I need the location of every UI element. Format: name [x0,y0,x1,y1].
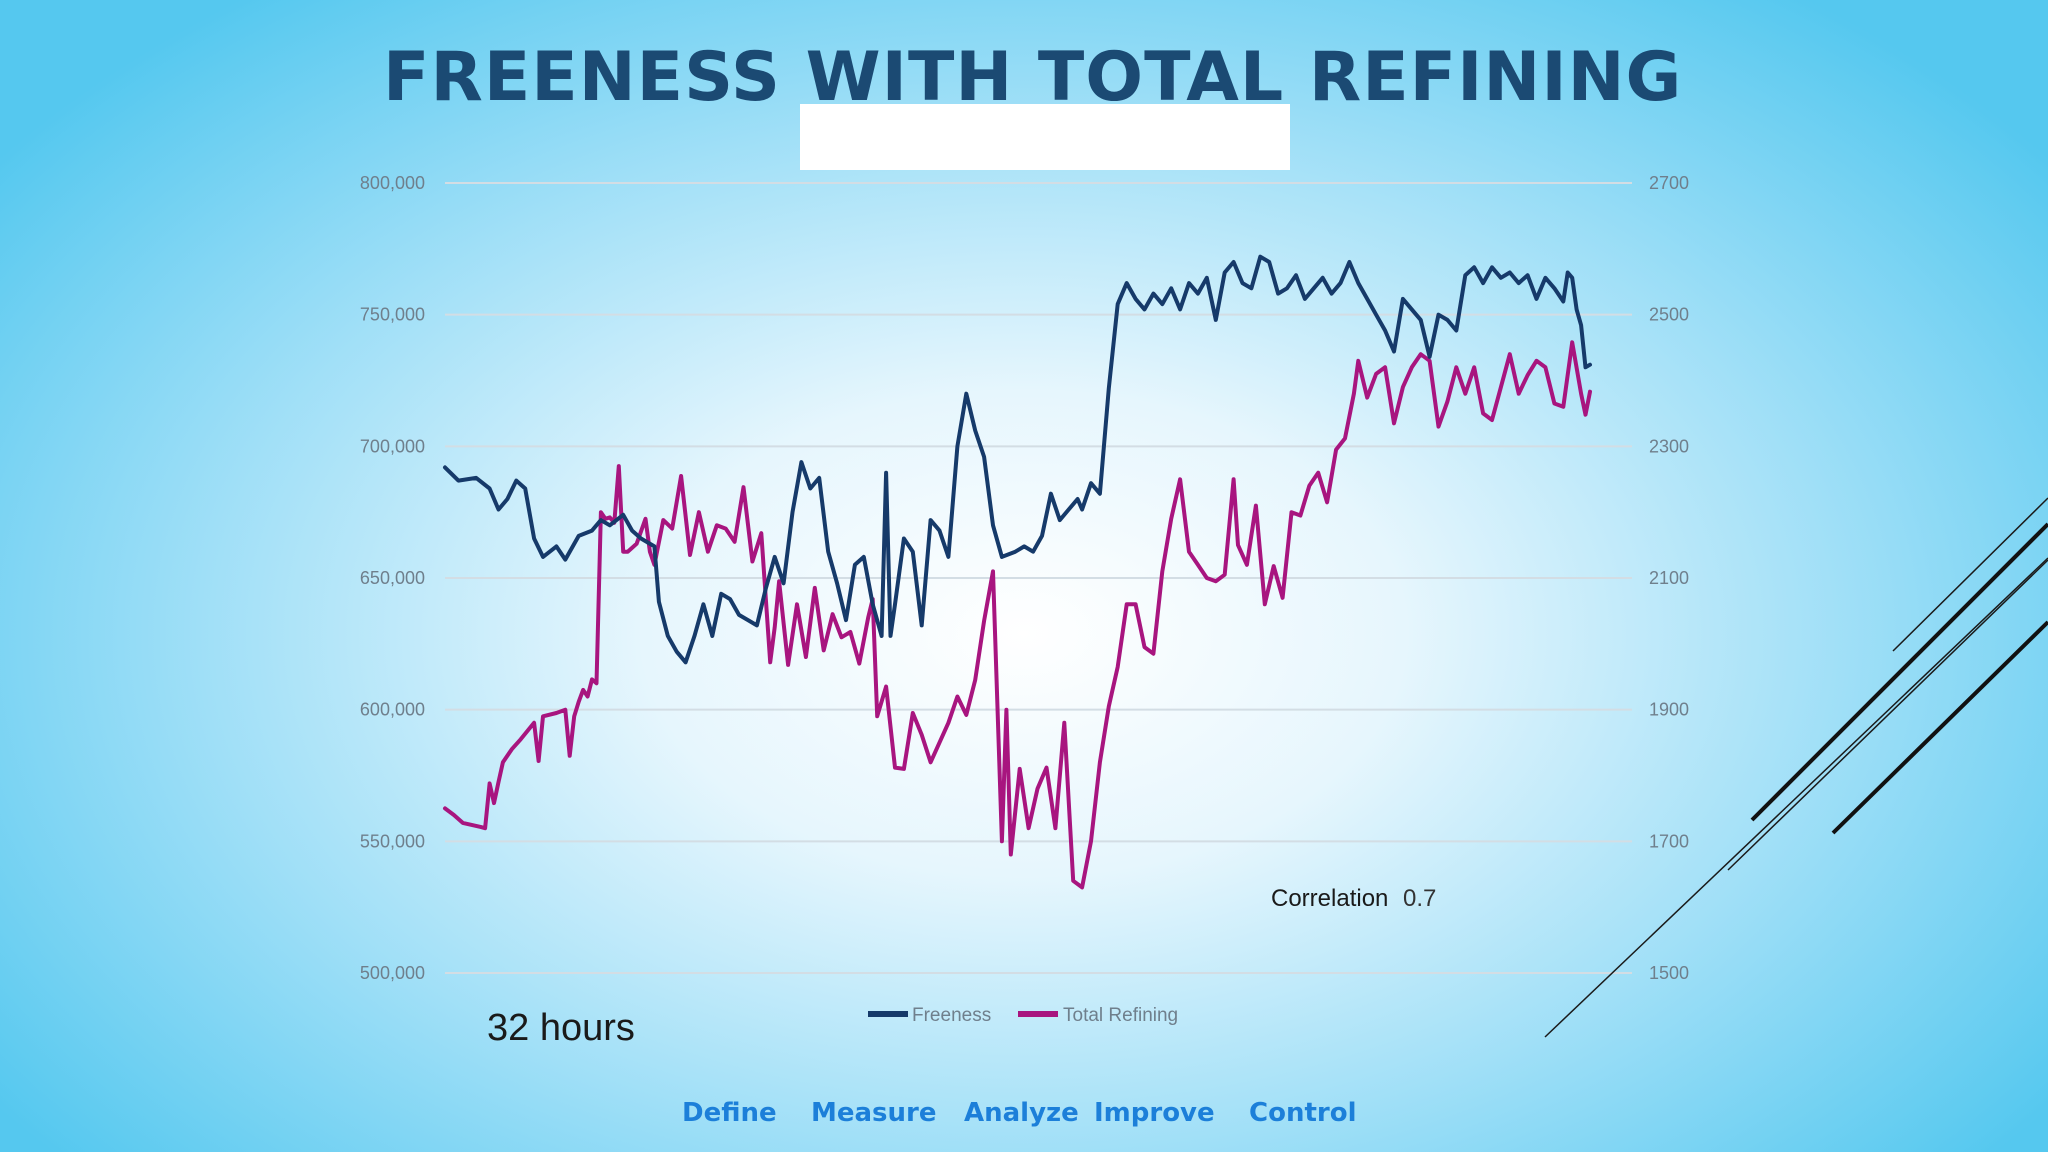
slide-title: FREENESS WITH TOTAL REFINING [383,38,1683,117]
series-line-freeness [443,254,1592,665]
nav-measure[interactable]: Measure [811,1098,937,1128]
legend-label-freeness: Freeness [912,1005,991,1026]
right-tick-label: 2700 [1649,173,1689,193]
right-tick-label: 2300 [1649,436,1689,456]
correlation-label: Correlation [1271,885,1388,912]
nav-define[interactable]: Define [682,1098,777,1128]
left-tick-label: 750,000 [360,305,425,325]
correlation-value: 0.7 [1403,885,1436,912]
right-tick-label: 1900 [1649,700,1689,720]
series-line-total-refining [443,340,1592,890]
title-highlight-box [800,104,1290,170]
left-tick-label: 500,000 [360,963,425,983]
nav-improve[interactable]: Improve [1094,1098,1215,1128]
left-tick-label: 600,000 [360,700,425,720]
right-tick-label: 2500 [1649,305,1689,325]
left-axis-ticks: 800,000 750,000 700,000 650,000 600,000 550,0… [360,173,425,983]
left-tick-label: 700,000 [360,436,425,456]
nav-analyze[interactable]: Analyze [964,1098,1079,1128]
right-tick-label: 2100 [1649,568,1689,588]
left-tick-label: 550,000 [360,831,425,851]
gridlines [445,182,1632,974]
left-tick-label: 650,000 [360,568,425,588]
right-tick-label: 1700 [1649,831,1689,851]
right-tick-label: 1500 [1649,963,1689,983]
duration-note: 32 hours [487,1007,635,1049]
legend-label-total-refining: Total Refining [1063,1005,1178,1026]
left-tick-label: 800,000 [360,173,425,193]
right-axis-ticks: 2700 2500 2300 2100 1900 1700 1500 [1649,173,1689,983]
nav-control[interactable]: Control [1249,1098,1357,1128]
legend: Freeness Total Refining [868,1005,1178,1026]
